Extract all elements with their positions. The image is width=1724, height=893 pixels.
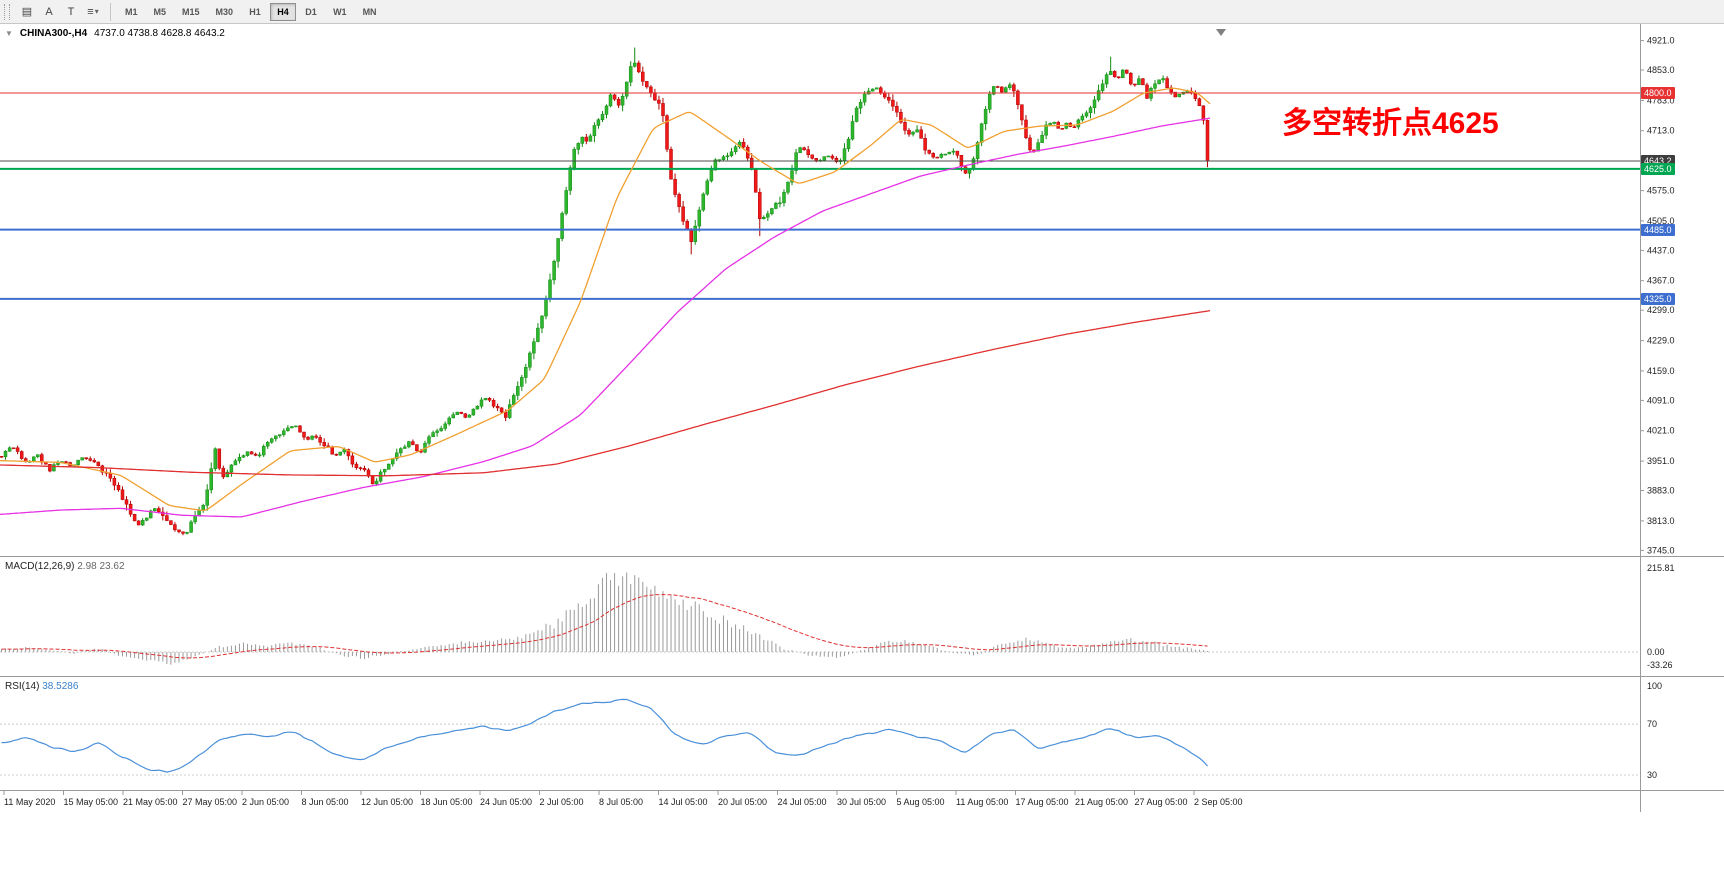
- time-axis-tick: 24 Jun 05:00: [480, 797, 532, 807]
- macd-axis-label: -33.26: [1647, 660, 1673, 670]
- chart-list-icon[interactable]: ≡ ▾: [82, 2, 104, 21]
- timeframe-button-m15[interactable]: M15: [175, 3, 207, 21]
- time-axis-tick: 17 Aug 05:00: [1016, 797, 1069, 807]
- macd-axis-label: 215.81: [1647, 563, 1675, 573]
- time-axis-tick: 11 May 2020: [4, 797, 55, 807]
- price-tag-4625.0: 4625.0: [1641, 162, 1675, 175]
- price-axis-tick: 4575.0: [1647, 186, 1675, 196]
- price-axis-tick: 4299.0: [1647, 305, 1675, 315]
- time-axis-tick: 2 Jul 05:00: [540, 797, 584, 807]
- time-axis-tick: 2 Jun 05:00: [242, 797, 289, 807]
- time-axis-tick: 18 Jun 05:00: [421, 797, 473, 807]
- timeframe-button-m30[interactable]: M30: [209, 3, 241, 21]
- time-axis-tick: 14 Jul 05:00: [659, 797, 708, 807]
- price-axis-tick: 4713.0: [1647, 126, 1675, 136]
- chart-area[interactable]: 4921.0 4853.0 4783.0 4713.0 4575.0 4505.0 4437…: [0, 24, 1724, 893]
- timeframe-button-h4[interactable]: H4: [270, 2, 297, 21]
- price-axis-tick: 4505.0: [1647, 216, 1675, 226]
- timeframe-button-m5[interactable]: M5: [147, 3, 174, 21]
- rsi-value: 38.5286: [42, 681, 79, 692]
- time-axis-tick: 5 Aug 05:00: [897, 797, 945, 807]
- symbol-period-label: CHINA300-,H4: [19, 28, 88, 39]
- price-axis-tick: 4229.0: [1647, 336, 1675, 346]
- rsi-axis-label: 70: [1647, 719, 1657, 729]
- timeframe-button-w1[interactable]: W1: [326, 3, 354, 21]
- time-axis-tick: 21 May 05:00: [123, 797, 178, 807]
- horizontal-lines-layer: [0, 92, 1640, 300]
- rsi-indicator-label: RSI(14) 38.5286: [5, 681, 78, 692]
- time-axis-tick: 27 May 05:00: [183, 797, 238, 807]
- time-axis-tick: 27 Aug 05:00: [1135, 797, 1188, 807]
- price-tag-4800.0: 4800.0: [1641, 87, 1675, 100]
- timeframe-button-group: M1 M5 M15 M30 H1 H4 D1 W1 MN: [117, 2, 385, 21]
- toolbar-separator: [110, 2, 111, 21]
- time-axis-tick: 11 Aug 05:00: [956, 797, 1008, 807]
- time-axis-tick: 15 May 05:00: [64, 797, 119, 807]
- price-axis-tick: 3951.0: [1647, 456, 1675, 466]
- timeframes-toolbar: ▤ A T ≡ ▾ M1 M5 M15 M30 H1 H4 D1 W1 MN: [0, 0, 1724, 24]
- price-axis-tick: 4367.0: [1647, 276, 1675, 286]
- price-axis-tick: 4159.0: [1647, 366, 1675, 376]
- time-axis-tick: 24 Jul 05:00: [778, 797, 827, 807]
- rsi-layer: [0, 698, 1640, 776]
- price-axis-tick: 3813.0: [1647, 516, 1675, 526]
- annotation-turning-point[interactable]: 多空转折点4625: [1282, 107, 1499, 140]
- time-axis-tick: 20 Jul 05:00: [718, 797, 767, 807]
- chart-title: ▼ CHINA300-,H4 4737.0 4738.8 4628.8 4643…: [5, 28, 225, 39]
- price-tag-4325.0: 4325.0: [1641, 292, 1675, 305]
- time-axis-tick: 30 Jul 05:00: [837, 797, 886, 807]
- rsi-axis-label: 100: [1647, 681, 1662, 691]
- toolbar-icon-group: ▤ A T ≡ ▾: [16, 2, 104, 21]
- price-axis-tick: 3883.0: [1647, 486, 1675, 496]
- moving-averages-layer: [0, 87, 1211, 518]
- timeframe-button-mn[interactable]: MN: [356, 3, 384, 21]
- chart-canvas: 4921.0 4853.0 4783.0 4713.0 4575.0 4505.0 4437…: [0, 24, 1724, 812]
- macd-indicator-label: MACD(12,26,9) 2.98 23.62: [5, 561, 125, 572]
- time-axis-tick: 2 Sep 05:00: [1194, 797, 1243, 807]
- ohlc-values: 4737.0 4738.8 4628.8 4643.2: [94, 28, 225, 39]
- price-axis-tick: 4437.0: [1647, 245, 1675, 255]
- chart-shift-marker[interactable]: [1216, 29, 1226, 36]
- macd-layer: [0, 572, 1640, 665]
- time-axis-labels: 11 May 2020 15 May 05:00 21 May 05:00 27 Ma…: [3, 791, 1243, 807]
- macd-values: 2.98 23.62: [77, 561, 125, 572]
- font-a-icon[interactable]: A: [38, 2, 60, 21]
- caret-down-icon: ▾: [94, 7, 99, 16]
- price-axis-tick: 4091.0: [1647, 395, 1675, 405]
- price-tag-4485.0: 4485.0: [1641, 223, 1675, 236]
- timeframe-button-h1[interactable]: H1: [242, 3, 268, 21]
- text-label-icon-glyph: T: [67, 5, 75, 18]
- chart-windows-icon[interactable]: ▤: [16, 2, 38, 21]
- time-axis[interactable]: [0, 791, 1640, 812]
- macd-name: MACD(12,26,9): [5, 561, 75, 572]
- rsi-axis-label: 30: [1647, 770, 1657, 780]
- price-axis-tick: 4783.0: [1647, 95, 1675, 105]
- time-axis-tick: 8 Jul 05:00: [599, 797, 643, 807]
- one-click-trading-icon[interactable]: ▼: [5, 29, 13, 38]
- time-axis-tick: 8 Jun 05:00: [302, 797, 349, 807]
- text-label-icon[interactable]: T: [60, 2, 82, 21]
- price-axis-tick: 3745.0: [1647, 545, 1675, 555]
- price-axis-tick: 4921.0: [1647, 36, 1675, 46]
- candles-layer: [0, 47, 1210, 536]
- timeframe-button-m1[interactable]: M1: [118, 3, 145, 21]
- font-a-icon-glyph: A: [45, 5, 53, 18]
- timeframe-button-d1[interactable]: D1: [298, 3, 324, 21]
- macd-axis-label: 0.00: [1647, 647, 1665, 657]
- time-axis-tick: 21 Aug 05:00: [1075, 797, 1128, 807]
- time-axis-tick: 12 Jun 05:00: [361, 797, 413, 807]
- price-axis-labels: 4921.0 4853.0 4783.0 4713.0 4575.0 4505.0 4437…: [1640, 36, 1675, 780]
- rsi-name: RSI(14): [5, 681, 40, 692]
- price-axis-tick: 4021.0: [1647, 426, 1675, 436]
- price-axis-tick: 4853.0: [1647, 65, 1675, 75]
- chart-windows-icon-glyph: ▤: [21, 6, 33, 18]
- chart-list-icon-glyph: ≡: [87, 5, 94, 18]
- toolbar-drag-handle[interactable]: [4, 3, 10, 20]
- panel-separators: [0, 24, 1724, 812]
- price-axis[interactable]: [1640, 24, 1724, 812]
